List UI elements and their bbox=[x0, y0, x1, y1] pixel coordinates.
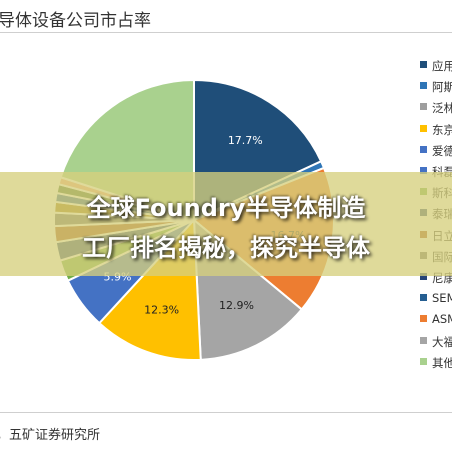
headline-line-2: 工厂排名揭秘，探究半导体 bbox=[82, 234, 370, 262]
legend-label: 东京 bbox=[432, 122, 452, 137]
legend-swatch bbox=[420, 124, 427, 132]
pie-data-label: 17.7% bbox=[228, 134, 263, 147]
legend-label: 其他 bbox=[432, 355, 452, 370]
legend-swatch bbox=[420, 315, 427, 323]
legend-swatch bbox=[420, 61, 427, 68]
chart-title: 导体设备公司市占率 bbox=[0, 11, 151, 31]
legend-label: 大福 bbox=[432, 334, 452, 349]
legend-swatch bbox=[420, 167, 427, 174]
legend-label: 泛林 bbox=[432, 101, 452, 116]
legend-swatch bbox=[420, 103, 427, 111]
legend-swatch bbox=[420, 145, 427, 153]
legend-label: 爱德 bbox=[432, 143, 452, 158]
legend-swatch bbox=[420, 357, 427, 365]
headline-banner: 全球Foundry半导体制造 工厂排名揭秘，探究半导体 bbox=[0, 172, 452, 276]
headline-line-1: 全球Foundry半导体制造 bbox=[86, 194, 366, 222]
pie-data-label: 12.9% bbox=[219, 299, 254, 312]
pie-data-label: 12.3% bbox=[144, 304, 179, 317]
legend-swatch bbox=[420, 294, 427, 302]
legend-swatch bbox=[420, 273, 427, 280]
legend-label: SEM bbox=[432, 291, 452, 306]
legend-label: ASM bbox=[432, 312, 452, 327]
legend-label: 阿斯 bbox=[432, 80, 452, 95]
source-note: ，五矿证券研究所 bbox=[0, 428, 101, 443]
legend-swatch bbox=[420, 336, 427, 344]
title-divider bbox=[0, 32, 452, 33]
footer-divider bbox=[0, 412, 452, 413]
legend-swatch bbox=[420, 82, 427, 90]
legend-label: 应用 bbox=[432, 59, 452, 73]
